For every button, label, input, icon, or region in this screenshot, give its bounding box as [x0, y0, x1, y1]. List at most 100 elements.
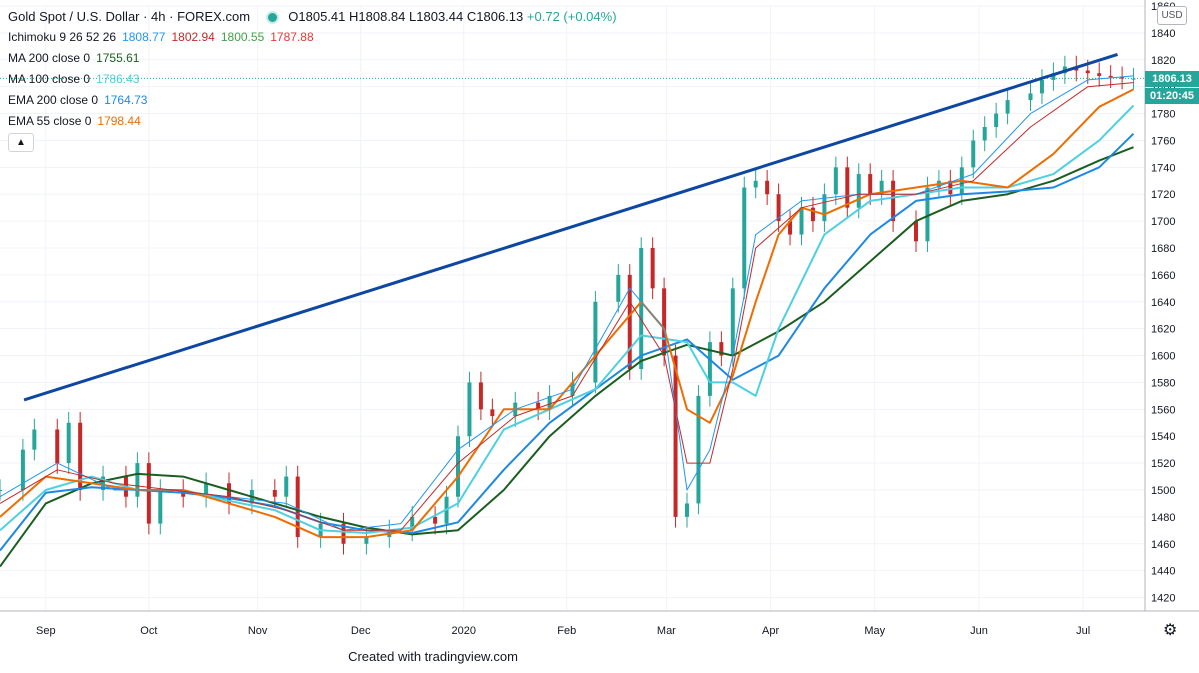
candle-body [101, 476, 106, 490]
indicator-value: 1798.44 [97, 114, 141, 128]
candle-body [456, 436, 460, 497]
footer-credit: Created with tradingview.com [348, 649, 518, 664]
y-tick-label: 1840 [1151, 28, 1175, 40]
candle-body [490, 409, 495, 417]
x-tick-label: May [864, 625, 885, 637]
indicator-value: 1800.55 [220, 30, 265, 44]
candle-body [879, 180, 884, 195]
indicator-label: EMA 55 close 0 [8, 114, 92, 128]
y-tick-label: 1660 [1151, 270, 1175, 282]
last-price-tag: 1806.13 [1145, 71, 1199, 87]
symbol-row: Gold Spot / U.S. Dollar · 4h · FOREX.com… [8, 6, 617, 27]
ohlc-open: O1805.41 [288, 9, 346, 24]
candle-body [707, 342, 712, 396]
candle-body [822, 194, 827, 222]
candle-body [467, 382, 472, 437]
y-tick-label: 1740 [1151, 162, 1175, 174]
x-tick-label: Dec [351, 625, 371, 637]
indicator-row[interactable]: MA 100 close 0 1786.43 [8, 69, 617, 90]
currency-badge[interactable]: USD [1157, 6, 1187, 25]
candle-body [650, 248, 655, 289]
x-tick-label: Sep [36, 625, 56, 637]
candle-body [295, 476, 300, 538]
indicator-row[interactable]: EMA 200 close 0 1764.73 [8, 90, 617, 111]
candle-body [1131, 78, 1136, 80]
candle-body [478, 382, 483, 410]
indicator-row[interactable]: Ichimoku 9 26 52 26 1808.77 1802.94 1800.55… [8, 27, 617, 48]
candle-body [788, 221, 793, 235]
x-tick-label: Jul [1076, 625, 1090, 637]
trendline [23, 52, 1118, 402]
candle-body [662, 288, 667, 356]
candle-body [753, 180, 758, 188]
x-tick-label: 2020 [451, 625, 475, 637]
y-tick-label: 1420 [1151, 593, 1175, 605]
candle-body [696, 395, 701, 504]
gear-icon[interactable]: ⚙ [1163, 622, 1178, 639]
candle-body [845, 167, 850, 208]
candle-body [833, 167, 838, 195]
y-tick-label: 1600 [1151, 351, 1175, 363]
chart-legend: Gold Spot / U.S. Dollar · 4h · FOREX.com… [8, 6, 617, 132]
indicator-row[interactable]: MA 200 close 0 1755.61 [8, 48, 617, 69]
candle-body [925, 187, 930, 242]
indicator-value: 1787.88 [270, 30, 314, 44]
y-tick-label: 1460 [1151, 539, 1175, 551]
candle-body [948, 180, 953, 195]
indicator-label: MA 100 close 0 [8, 72, 91, 86]
candle-body [856, 174, 861, 208]
candle-body [1120, 77, 1125, 79]
y-tick-label: 1640 [1151, 297, 1175, 309]
x-tick-label: Mar [657, 625, 676, 637]
indicator-value: 1802.94 [171, 30, 215, 44]
candle-body [982, 127, 987, 141]
ohlc-close: C1806.13 [466, 9, 524, 24]
indicator-label: EMA 200 close 0 [8, 93, 99, 107]
indicator-value: 1764.73 [104, 93, 148, 107]
market-status-icon [267, 13, 277, 22]
candle-body [685, 503, 689, 517]
candle-body [1028, 93, 1033, 101]
y-tick-label: 1440 [1151, 566, 1175, 578]
candle-body [891, 180, 896, 222]
candle-body [272, 490, 277, 497]
y-tick-label: 1720 [1151, 189, 1175, 201]
candle-body [158, 490, 163, 524]
x-tick-label: Nov [248, 625, 268, 637]
x-tick-label: Apr [762, 625, 779, 637]
series-line [0, 132, 1135, 552]
candle-body [536, 402, 541, 410]
candle-body [639, 248, 644, 369]
collapse-legend-button[interactable]: ▲ [8, 133, 34, 152]
candle-body [742, 187, 747, 289]
candle-body [146, 463, 151, 524]
ohlc-change: +0.72 (+0.04%) [526, 9, 617, 24]
candle-body [284, 476, 289, 497]
candle-body [810, 207, 815, 222]
candle-body [799, 207, 804, 235]
candle-body [1097, 73, 1102, 76]
candle-body [914, 221, 918, 242]
series-line [0, 82, 1134, 531]
candle-body [32, 429, 37, 450]
candle-body [1108, 75, 1113, 78]
y-tick-label: 1480 [1151, 512, 1175, 524]
indicator-label: MA 200 close 0 [8, 51, 91, 65]
candle-body [364, 537, 369, 544]
candle-body [547, 395, 552, 410]
candle-body [135, 463, 140, 497]
y-tick-label: 1700 [1151, 216, 1175, 228]
candle-body [0, 490, 2, 491]
series-line [0, 104, 1135, 534]
candle-body [204, 483, 209, 497]
x-tick-label: Jun [970, 625, 988, 637]
indicator-value: 1755.61 [96, 51, 140, 65]
y-tick-label: 1780 [1151, 109, 1175, 121]
candle-body [55, 429, 60, 464]
countdown-tag: 01:20:45 [1145, 88, 1199, 104]
indicator-row[interactable]: EMA 55 close 0 1798.44 [8, 111, 617, 132]
symbol-title: Gold Spot / U.S. Dollar · 4h · FOREX.com [8, 9, 251, 24]
y-tick-label: 1560 [1151, 404, 1175, 416]
candle-body [1005, 100, 1010, 114]
